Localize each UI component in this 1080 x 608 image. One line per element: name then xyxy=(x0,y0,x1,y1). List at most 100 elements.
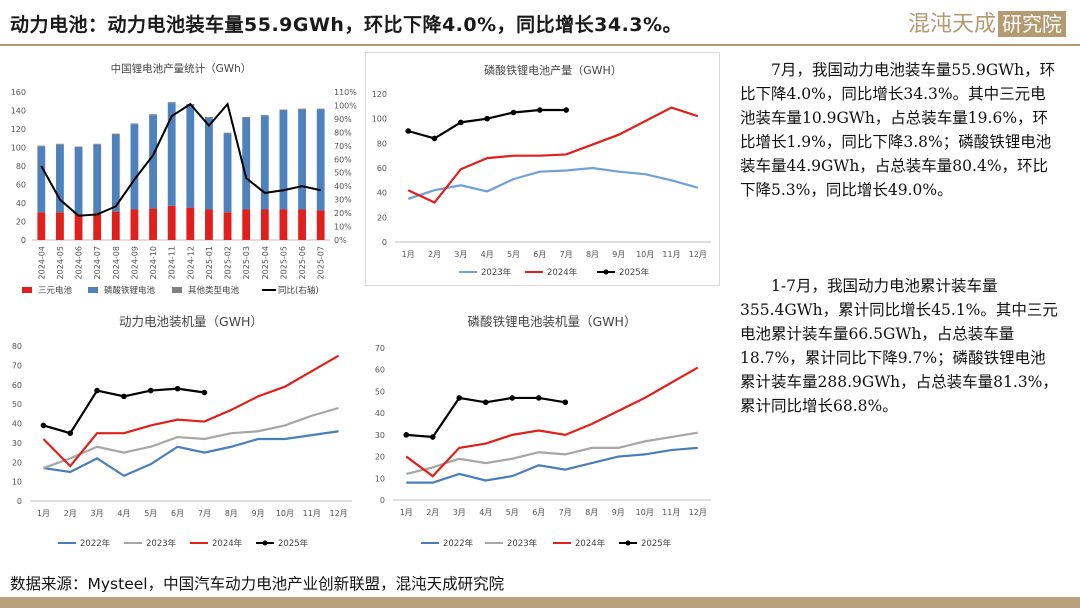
legend-label: 2025年 xyxy=(641,538,672,549)
legend-label: 2023年 xyxy=(146,538,177,549)
bar-三元电池 xyxy=(149,208,157,240)
commentary-paragraph-2: 1-7月，我国动力电池累计装车量355.4GWh，累计同比增长45.1%。其中三… xyxy=(740,277,1058,415)
series-point-2025年 xyxy=(537,107,543,113)
chart-title: 磷酸铁锂电池产量（GWH） xyxy=(484,63,622,77)
bar-三元电池 xyxy=(74,214,83,240)
x-tick-label: 10月 xyxy=(636,508,654,517)
lfp-production-panel xyxy=(365,52,720,286)
legend-label: 2023年 xyxy=(481,267,512,278)
bar-磷酸铁锂电池 xyxy=(205,117,213,210)
y-tick-label: 20 xyxy=(12,458,22,467)
line-yoy xyxy=(40,102,321,217)
x-tick-label: 12月 xyxy=(689,508,707,517)
legend-label: 2023年 xyxy=(507,538,538,549)
legend-swatch xyxy=(88,287,98,293)
series-point-2025年 xyxy=(67,430,74,436)
y-tick-label: 60 xyxy=(12,381,22,390)
series-point-2025年 xyxy=(40,422,47,429)
x-tick-label: 2025-01 xyxy=(205,246,214,279)
chart-lfp-production: 磷酸铁锂电池产量（GWH） 0 20 40 60 80 100 120 1月 2月 3月 4月 5月 6月… xyxy=(372,63,711,278)
bar-三元电池 xyxy=(37,212,46,240)
chart-production: 中国锂电池产量统计（GWh） 0 20 40 60 80 100 120 140 160 0% 10%… xyxy=(11,62,358,296)
legend-swatch xyxy=(172,287,182,293)
y2-tick-label: 60% xyxy=(334,155,352,164)
series-line-2024年 xyxy=(42,354,340,468)
header-divider xyxy=(0,44,1080,46)
x-tick-label: 2025-02 xyxy=(224,246,233,279)
x-tick-label: 11月 xyxy=(303,509,321,518)
series-point-2025年 xyxy=(431,135,438,142)
y-tick-label: 100 xyxy=(372,115,387,124)
bar-磷酸铁锂电池 xyxy=(56,144,64,213)
legend-swatch-point xyxy=(625,540,631,546)
y2-tick-label: 70% xyxy=(334,142,352,151)
y2-tick-label: 80% xyxy=(334,128,352,137)
y-tick-label: 10 xyxy=(12,478,22,487)
series-point-2025年 xyxy=(562,399,569,406)
bar-三元电池 xyxy=(260,209,269,240)
y-tick-label: 70 xyxy=(12,361,22,370)
series-line-2024年 xyxy=(405,366,699,478)
y2-tick-label: 20% xyxy=(334,209,352,218)
y-tick-label: 50 xyxy=(375,387,385,396)
legend-label: 2022年 xyxy=(443,538,474,549)
x-tick-label: 2024-05 xyxy=(56,246,65,279)
y-tick-label: 30 xyxy=(12,439,22,448)
x-tick-label: 2024-07 xyxy=(93,246,102,279)
chart-title: 磷酸铁锂电池装机量（GWH） xyxy=(468,314,637,329)
series-point-2025年 xyxy=(403,432,410,438)
x-tick-label: 2024-12 xyxy=(186,246,195,279)
x-tick-label: 7月 xyxy=(198,509,211,518)
x-tick-label: 7月 xyxy=(559,508,572,517)
series-line-2025年 xyxy=(407,108,567,140)
y-tick-label: 0 xyxy=(21,236,26,245)
x-tick-label: 9月 xyxy=(252,509,265,518)
y-tick-label: 20 xyxy=(375,453,385,462)
y2-tick-label: 110% xyxy=(334,88,357,97)
y-tick-label: 50 xyxy=(12,400,22,409)
legend-label: 磷酸铁锂电池 xyxy=(104,285,156,296)
x-tick-label: 4月 xyxy=(481,250,494,259)
bar-其他类型电池 xyxy=(223,132,232,134)
y-tick-label: 100 xyxy=(11,144,26,153)
legend-label: 2025年 xyxy=(278,538,309,549)
series-point-2025年 xyxy=(482,399,489,406)
x-tick-label: 1月 xyxy=(37,509,50,518)
bar-其他类型电池 xyxy=(93,143,102,145)
bar-其他类型电池 xyxy=(130,123,139,125)
x-tick-label: 3月 xyxy=(454,250,467,259)
bar-其他类型电池 xyxy=(111,133,120,135)
x-tick-label: 4月 xyxy=(117,509,130,518)
chart-lfp-installed: 磷酸铁锂电池装机量（GWH） 0 10 20 30 40 50 60 70 1月 2月 3月 4月 5月 6… xyxy=(375,314,711,549)
bar-三元电池 xyxy=(279,209,288,240)
bar-三元电池 xyxy=(242,209,251,240)
bar-磷酸铁锂电池 xyxy=(260,116,269,210)
bar-其他类型电池 xyxy=(167,102,176,104)
series-point-2025年 xyxy=(484,115,490,122)
x-tick-label: 2025-03 xyxy=(242,246,251,279)
bar-其他类型电池 xyxy=(298,108,306,110)
y-tick-label: 20 xyxy=(16,218,26,227)
bar-三元电池 xyxy=(56,212,64,240)
y-tick-label: 80 xyxy=(12,342,22,351)
legend-swatch xyxy=(22,287,32,293)
y-tick-label: 80 xyxy=(377,139,387,148)
series-point-2025年 xyxy=(201,389,208,396)
bar-其他类型电池 xyxy=(279,109,288,111)
series-point-2025年 xyxy=(121,393,127,400)
x-tick-label: 2024-09 xyxy=(130,246,139,279)
x-tick-label: 2024-08 xyxy=(112,246,121,279)
x-tick-label: 8月 xyxy=(585,508,598,517)
bar-三元电池 xyxy=(186,207,195,240)
bar-三元电池 xyxy=(93,213,102,240)
series-point-2025年 xyxy=(563,107,569,113)
bar-磷酸铁锂电池 xyxy=(149,115,157,209)
y2-tick-label: 90% xyxy=(334,115,352,124)
page-title: 动力电池：动力电池装车量55.9GWh，环比下降4.0%，同比增长34.3%。 xyxy=(10,14,683,36)
x-tick-label: 2024-10 xyxy=(149,246,158,279)
bar-三元电池 xyxy=(205,209,213,240)
series-point-2025年 xyxy=(405,128,411,134)
x-tick-label: 5月 xyxy=(144,509,157,518)
bar-磷酸铁锂电池 xyxy=(130,124,139,210)
x-tick-label: 11月 xyxy=(662,508,680,517)
